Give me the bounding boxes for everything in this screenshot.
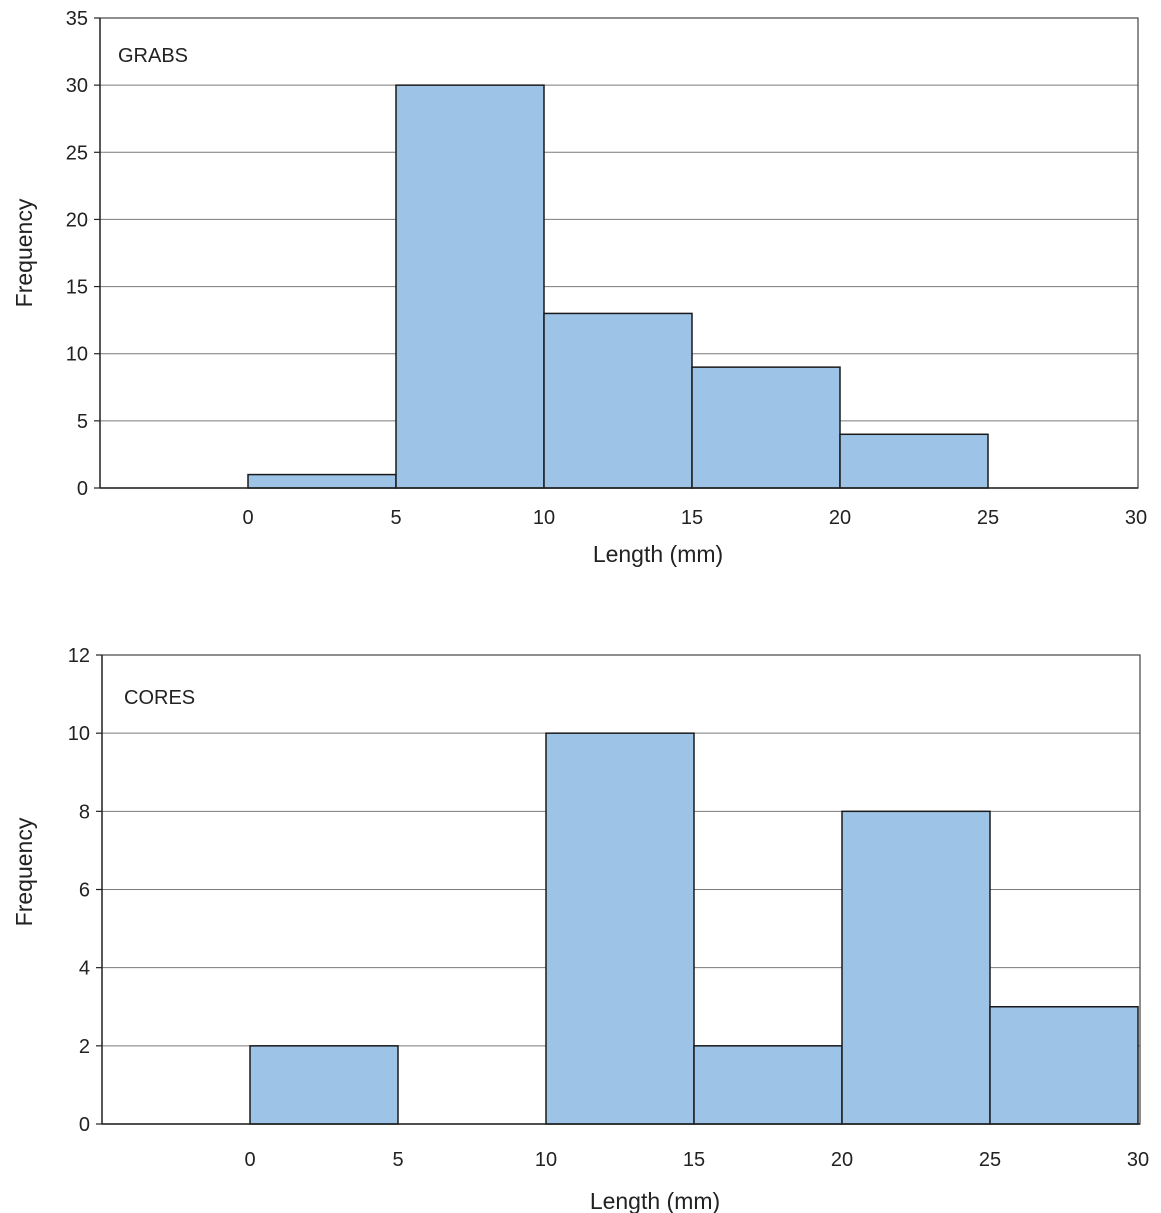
cores-bars [249,732,1139,1125]
cores-y-tick-label: 4 [79,958,90,980]
grabs-bar [247,473,397,489]
grabs-bar [395,84,545,489]
cores-y-tick-label: 0 [79,1114,90,1136]
cores-y-tick-label: 12 [68,645,90,667]
cores-x-tick-label: 25 [979,1149,1001,1171]
cores-y-tick-label: 6 [79,880,90,902]
grabs-x-axis-title: Length (mm) [593,541,723,567]
cores-y-tick-label: 10 [68,723,90,745]
grabs-x-tick-label: 25 [977,507,999,529]
grabs-bar [839,433,989,489]
cores-x-ticks: 0 5 10 15 20 25 30 [244,1149,1149,1171]
cores-y-tick-label: 8 [79,801,90,823]
grabs-y-tick-label: 25 [66,142,88,164]
cores-x-tick-label: 30 [1127,1149,1149,1171]
grabs-y-tick-label: 30 [66,75,88,97]
grabs-x-tick-label: 20 [829,507,851,529]
cores-y-ticks: 0 2 4 6 8 10 12 [68,645,102,1136]
cores-x-tick-label: 15 [683,1149,705,1171]
cores-y-tick-label: 2 [79,1036,90,1058]
grabs-y-tick-label: 10 [66,344,88,366]
cores-x-axis-title: Length (mm) [590,1188,720,1213]
grabs-y-tick-label: 20 [66,209,88,231]
cores-x-tick-label: 10 [535,1149,557,1171]
cores-x-tick-label: 0 [244,1149,255,1171]
grabs-y-axis-title: Frequency [11,198,37,307]
grabs-x-tick-label: 0 [242,507,253,529]
cores-chart: 0 2 4 6 8 10 12 0 5 10 15 20 25 30 CORES Length (mm)… [11,645,1149,1213]
cores-x-tick-label: 20 [831,1149,853,1171]
grabs-bars [247,84,989,489]
cores-bar [249,1045,399,1125]
cores-bar [693,1045,843,1125]
grabs-y-tick-label: 35 [66,8,88,30]
grabs-x-ticks: 0 5 10 15 20 25 30 [242,507,1147,529]
grabs-y-ticks: 0 5 10 15 20 25 30 35 [66,8,100,500]
cores-bar [989,1006,1139,1125]
grabs-x-tick-label: 30 [1125,507,1147,529]
cores-x-tick-label: 5 [392,1149,403,1171]
grabs-y-tick-label: 15 [66,277,88,299]
grabs-bar [543,312,693,489]
grabs-x-tick-label: 15 [681,507,703,529]
grabs-chart: 0 5 10 15 20 25 30 35 0 5 10 15 20 25 30 GRABS Length… [11,8,1147,567]
cores-panel-label: CORES [124,687,195,709]
cores-bar [841,810,991,1125]
grabs-y-tick-label: 0 [77,478,88,500]
grabs-y-tick-label: 5 [77,411,88,433]
grabs-x-tick-label: 10 [533,507,555,529]
grabs-x-tick-label: 5 [390,507,401,529]
grabs-bar [691,366,841,489]
cores-y-axis-title: Frequency [11,817,37,926]
cores-bar [545,732,695,1125]
grabs-panel-label: GRABS [118,45,188,67]
